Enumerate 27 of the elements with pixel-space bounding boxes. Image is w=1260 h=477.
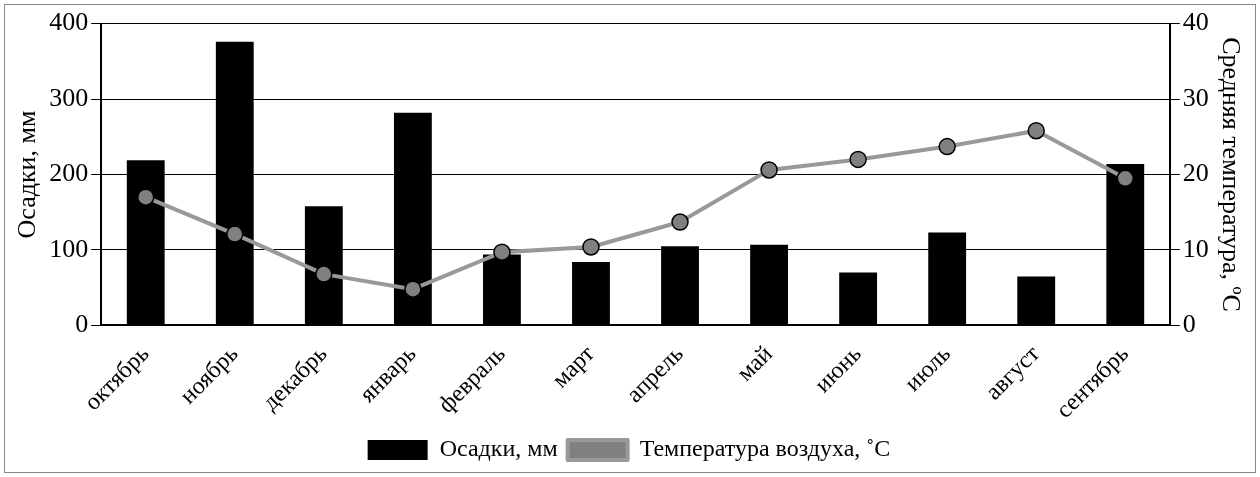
point <box>226 225 244 243</box>
y-tick-label: 300 <box>49 82 89 112</box>
point <box>849 150 867 169</box>
y-tick-label: 200 <box>49 158 89 188</box>
point <box>938 137 956 156</box>
y-tick-label: 400 <box>49 7 89 37</box>
point <box>493 243 511 261</box>
y2-tick-label: 20 <box>1182 158 1209 188</box>
y2-tick-label: 10 <box>1182 233 1209 263</box>
y-axis-title: Осадки, мм <box>12 110 42 239</box>
point <box>1027 122 1045 140</box>
point <box>760 161 778 179</box>
y-tick-label: 100 <box>49 233 89 263</box>
y2-tick-label: 30 <box>1182 82 1209 112</box>
y-tick-label: 0 <box>75 309 89 339</box>
point <box>671 213 689 231</box>
point <box>582 238 600 256</box>
point <box>1116 169 1135 188</box>
y2-tick-label: 0 <box>1182 309 1196 339</box>
y2-tick-label: 40 <box>1182 7 1209 37</box>
x-tick-label: май <box>731 340 778 386</box>
point <box>404 280 422 298</box>
legend-label: Температура воздуха, ˚C <box>639 435 891 462</box>
point <box>136 188 155 206</box>
y2-axis-title: Средняя температура, ºC <box>1216 37 1246 312</box>
legend-label: Осадки, мм <box>439 435 558 462</box>
point <box>315 265 333 283</box>
